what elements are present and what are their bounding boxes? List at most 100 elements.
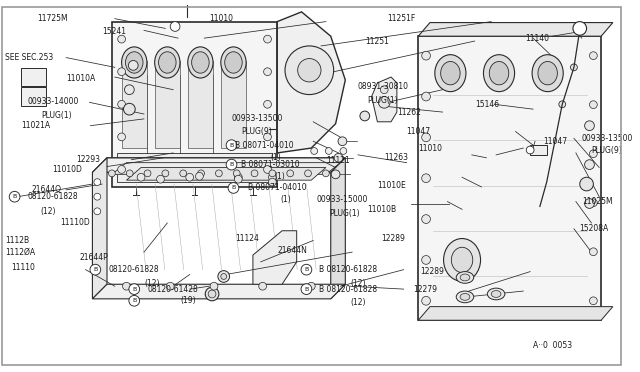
Circle shape xyxy=(573,22,587,35)
Text: B 08120-61828: B 08120-61828 xyxy=(319,285,377,294)
Circle shape xyxy=(162,170,169,177)
Circle shape xyxy=(323,170,329,177)
Polygon shape xyxy=(419,23,613,36)
Text: 15241: 15241 xyxy=(102,27,126,36)
Ellipse shape xyxy=(221,47,246,78)
Bar xyxy=(122,61,147,148)
Text: 08931-30810: 08931-30810 xyxy=(358,82,409,91)
Text: B: B xyxy=(12,194,17,199)
Ellipse shape xyxy=(191,52,209,73)
Circle shape xyxy=(186,173,193,181)
Circle shape xyxy=(226,159,237,170)
Text: 11121: 11121 xyxy=(326,156,349,165)
Circle shape xyxy=(589,52,597,60)
Circle shape xyxy=(559,101,566,108)
Circle shape xyxy=(589,248,597,256)
Text: B: B xyxy=(229,162,234,167)
Polygon shape xyxy=(112,163,340,174)
Circle shape xyxy=(311,148,317,154)
Ellipse shape xyxy=(435,55,466,92)
Circle shape xyxy=(118,100,125,108)
Text: 11110: 11110 xyxy=(12,263,36,272)
Circle shape xyxy=(580,177,593,191)
Ellipse shape xyxy=(460,294,470,300)
Ellipse shape xyxy=(456,291,474,303)
Circle shape xyxy=(118,166,125,173)
Circle shape xyxy=(338,137,347,145)
Bar xyxy=(116,153,273,182)
Circle shape xyxy=(126,170,133,177)
Text: 1112ØA: 1112ØA xyxy=(5,248,35,257)
Circle shape xyxy=(234,175,242,183)
Text: PLUG(1): PLUG(1) xyxy=(329,209,360,218)
Circle shape xyxy=(264,166,271,173)
Text: (1): (1) xyxy=(280,195,291,204)
Circle shape xyxy=(422,296,431,305)
Circle shape xyxy=(360,111,370,121)
Polygon shape xyxy=(253,231,297,284)
Circle shape xyxy=(301,264,312,275)
Circle shape xyxy=(205,287,219,301)
Circle shape xyxy=(298,58,321,82)
Ellipse shape xyxy=(492,291,501,297)
Circle shape xyxy=(129,284,140,295)
Text: 1112B: 1112B xyxy=(5,236,29,245)
Circle shape xyxy=(285,46,333,94)
Circle shape xyxy=(90,264,100,275)
Text: 11010B: 11010B xyxy=(368,205,397,214)
Circle shape xyxy=(570,64,577,71)
Circle shape xyxy=(198,170,204,177)
Text: 00933-13500: 00933-13500 xyxy=(582,134,633,143)
Text: 11124: 11124 xyxy=(236,234,259,243)
Text: B: B xyxy=(231,186,236,190)
Text: 15208A: 15208A xyxy=(579,224,608,233)
Polygon shape xyxy=(331,158,346,299)
Circle shape xyxy=(584,121,595,131)
Text: B 08120-61828: B 08120-61828 xyxy=(319,265,377,274)
Bar xyxy=(155,61,180,148)
Text: 11010E: 11010E xyxy=(378,182,406,190)
Text: 11725M: 11725M xyxy=(37,14,68,23)
Text: 11110D: 11110D xyxy=(60,218,90,227)
Circle shape xyxy=(264,35,271,43)
Text: 00933-15000: 00933-15000 xyxy=(316,195,367,204)
Circle shape xyxy=(234,170,240,177)
Ellipse shape xyxy=(155,47,180,78)
Circle shape xyxy=(170,22,180,31)
Circle shape xyxy=(124,103,135,115)
Circle shape xyxy=(228,183,239,193)
Circle shape xyxy=(196,172,204,180)
Text: (12): (12) xyxy=(41,207,56,216)
Text: 21644P: 21644P xyxy=(80,253,109,263)
Text: 21644N: 21644N xyxy=(277,246,307,255)
Ellipse shape xyxy=(451,247,473,273)
Circle shape xyxy=(589,199,597,206)
Circle shape xyxy=(526,146,534,154)
Text: B: B xyxy=(93,267,97,272)
Text: B 08071-04010: B 08071-04010 xyxy=(236,141,294,150)
Circle shape xyxy=(123,282,131,290)
Circle shape xyxy=(259,282,266,290)
Text: 00933-14000: 00933-14000 xyxy=(28,97,79,106)
Circle shape xyxy=(589,297,597,305)
Circle shape xyxy=(137,173,145,181)
Circle shape xyxy=(589,101,597,109)
Polygon shape xyxy=(92,284,346,299)
Text: 08120-61828: 08120-61828 xyxy=(28,192,78,201)
Polygon shape xyxy=(92,158,107,299)
Circle shape xyxy=(166,282,174,290)
Polygon shape xyxy=(277,12,346,153)
Circle shape xyxy=(108,170,115,177)
Text: B 08071-03010: B 08071-03010 xyxy=(241,160,300,169)
Circle shape xyxy=(218,270,230,282)
Ellipse shape xyxy=(188,47,213,78)
Text: B: B xyxy=(132,286,136,292)
Circle shape xyxy=(422,133,431,142)
Circle shape xyxy=(340,148,347,154)
Circle shape xyxy=(325,148,332,154)
Circle shape xyxy=(301,284,312,295)
Text: (1): (1) xyxy=(271,153,281,162)
Circle shape xyxy=(226,140,237,151)
Text: 00933-13500: 00933-13500 xyxy=(232,114,283,124)
Bar xyxy=(112,22,277,187)
